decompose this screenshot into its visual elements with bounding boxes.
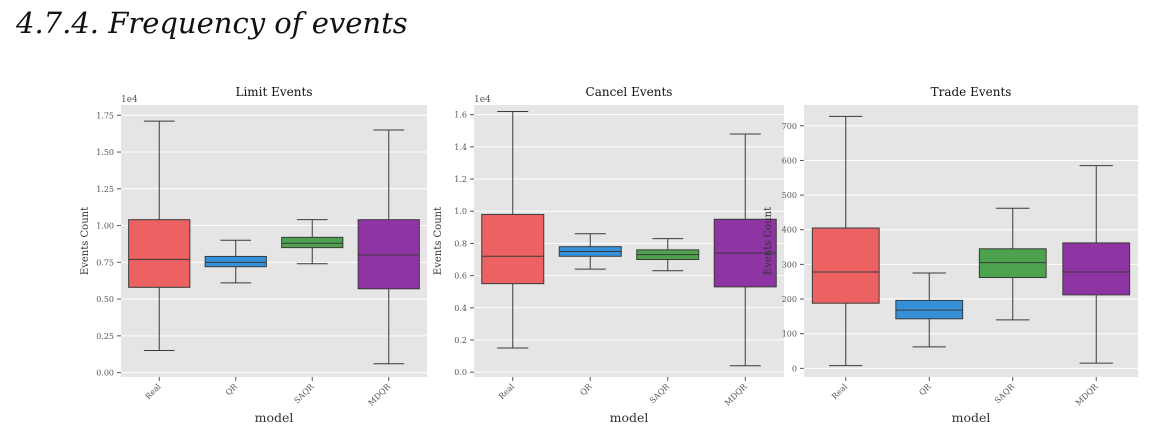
x-tick-label: MDQR <box>723 381 749 407</box>
box-body <box>895 299 964 320</box>
x-axis-label: model <box>952 410 991 425</box>
x-tick-label: SAQR <box>993 381 1017 405</box>
y-tick-label: 700 <box>782 122 797 131</box>
box-body <box>811 227 880 304</box>
box-body <box>978 248 1047 279</box>
x-axis-label: model <box>610 410 649 425</box>
chart-title: Cancel Events <box>586 85 673 99</box>
box-mdqr <box>1062 165 1131 364</box>
x-axis-label: model <box>255 410 294 425</box>
y-tick-label: 500 <box>782 191 797 200</box>
chart-panel: 0 100 200 300 400 500 600 700 Real QR SAQR MDQR Trad… <box>763 85 1138 425</box>
box-qr <box>895 272 964 348</box>
box-body <box>481 213 545 285</box>
x-tick-label: SAQR <box>648 381 672 405</box>
y-tick-label: 1.50 <box>96 148 114 157</box>
box-qr <box>204 239 267 284</box>
box-real <box>128 120 191 352</box>
box-saqr <box>636 238 700 272</box>
box-body <box>204 255 267 268</box>
box-body <box>128 219 191 288</box>
x-tick-label: MDQR <box>367 381 393 407</box>
x-tick-label: QR <box>578 381 594 397</box>
y-tick-label: 0.0 <box>454 368 467 377</box>
y-tick-label: 600 <box>782 156 797 165</box>
y-tick-label: 1.2 <box>454 175 467 184</box>
y-tick-label: 300 <box>782 260 797 269</box>
y-tick-label: 0.25 <box>96 332 114 341</box>
box-real <box>811 115 880 367</box>
y-tick-label: 1.6 <box>454 111 467 120</box>
chart-title: Trade Events <box>931 85 1012 99</box>
y-tick-label: 0.4 <box>454 304 467 313</box>
chart-title: Limit Events <box>235 85 312 99</box>
x-tick-label: Real <box>830 382 849 401</box>
x-tick-label: QR <box>224 381 240 397</box>
scale-label: 1e4 <box>474 95 491 105</box>
x-tick-label: SAQR <box>292 381 316 405</box>
x-tick-label: MDQR <box>1074 381 1100 407</box>
y-tick-label: 0.6 <box>454 272 467 281</box>
x-tick-label: QR <box>917 381 933 397</box>
chart-panel: 0.0 0.2 0.4 0.6 0.8 1.0 1.2 1.4 1.6 Real QR SAQR MDQ… <box>433 85 784 425</box>
box-body <box>1062 242 1131 296</box>
x-tick-label: Real <box>144 382 163 401</box>
y-tick-label: 0.8 <box>454 239 467 248</box>
scale-label: 1e4 <box>121 95 138 105</box>
box-body <box>281 236 344 249</box>
y-tick-label: 1.4 <box>454 143 467 152</box>
y-axis-label: Events Count <box>433 207 444 275</box>
y-tick-label: 1.0 <box>454 207 467 216</box>
y-tick-label: 0.50 <box>96 295 114 304</box>
y-axis-label: Events Count <box>80 207 91 275</box>
y-axis-label: Events Count <box>763 207 774 275</box>
y-tick-label: 1.00 <box>96 222 114 231</box>
box-real <box>481 110 545 349</box>
y-tick-label: 0 <box>792 364 797 373</box>
box-qr <box>558 233 622 270</box>
y-tick-label: 1.25 <box>96 185 114 194</box>
y-tick-label: 0.2 <box>454 336 467 345</box>
y-tick-label: 400 <box>782 226 797 235</box>
section-heading: 4.7.4. Frequency of events <box>16 6 408 40</box>
box-body <box>357 219 420 290</box>
y-tick-label: 0.75 <box>96 258 114 267</box>
box-saqr <box>978 207 1047 321</box>
x-tick-label: Real <box>497 382 516 401</box>
y-tick-label: 0.00 <box>96 369 114 378</box>
box-saqr <box>281 219 344 265</box>
y-tick-label: 100 <box>782 330 797 339</box>
box-mdqr <box>713 133 777 367</box>
box-mdqr <box>357 129 420 365</box>
y-tick-label: 200 <box>782 295 797 304</box>
y-tick-label: 1.75 <box>96 111 114 120</box>
chart-panel: 0.00 0.25 0.50 0.75 1.00 1.25 1.50 1.75 Real QR SA… <box>80 85 427 425</box>
